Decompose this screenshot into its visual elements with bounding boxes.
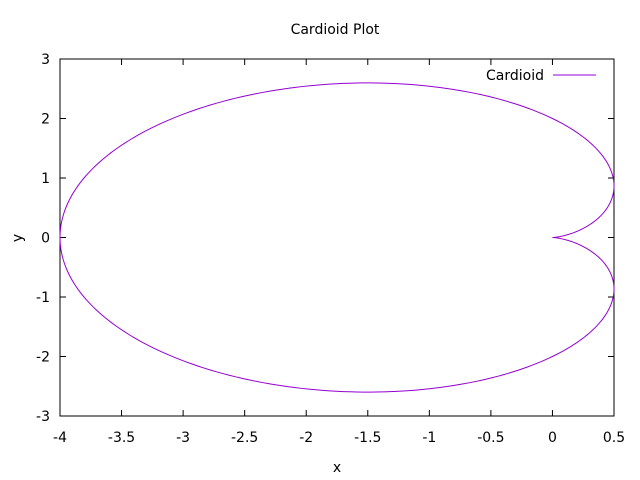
y-tick-label: 3	[41, 52, 50, 68]
x-tick-label: 0	[548, 430, 557, 446]
chart-title: Cardioid Plot	[291, 22, 380, 38]
y-tick-label: 1	[41, 171, 50, 187]
x-tick-label: -1.5	[354, 430, 381, 446]
y-tick-label: 2	[41, 112, 50, 128]
x-tick-label: -2	[299, 430, 313, 446]
x-axis-ticks: -4 -3.5 -3 -2.5 -2 -1.5 -1 -0.5 0 0.5	[53, 59, 625, 446]
x-tick-label: -1	[422, 430, 436, 446]
y-tick-label: -3	[36, 409, 50, 425]
y-tick-label: -2	[36, 350, 50, 366]
x-tick-label: -2.5	[231, 430, 258, 446]
legend: Cardioid	[486, 68, 596, 84]
x-tick-label: -3	[176, 430, 190, 446]
cardioid-series-line	[59, 82, 615, 393]
y-tick-label: -1	[36, 290, 50, 306]
x-tick-label: -3.5	[108, 430, 135, 446]
plot-frame	[59, 58, 615, 417]
legend-label-cardioid: Cardioid	[486, 68, 544, 84]
x-tick-label: -4	[53, 430, 67, 446]
x-axis-label: x	[333, 460, 341, 476]
y-axis-label: y	[10, 234, 26, 242]
x-tick-label: -0.5	[477, 430, 504, 446]
x-tick-label: 0.5	[603, 430, 625, 446]
y-tick-label: 0	[41, 231, 50, 247]
y-axis-ticks: -3 -2 -1 0 1 2 3	[36, 52, 614, 425]
